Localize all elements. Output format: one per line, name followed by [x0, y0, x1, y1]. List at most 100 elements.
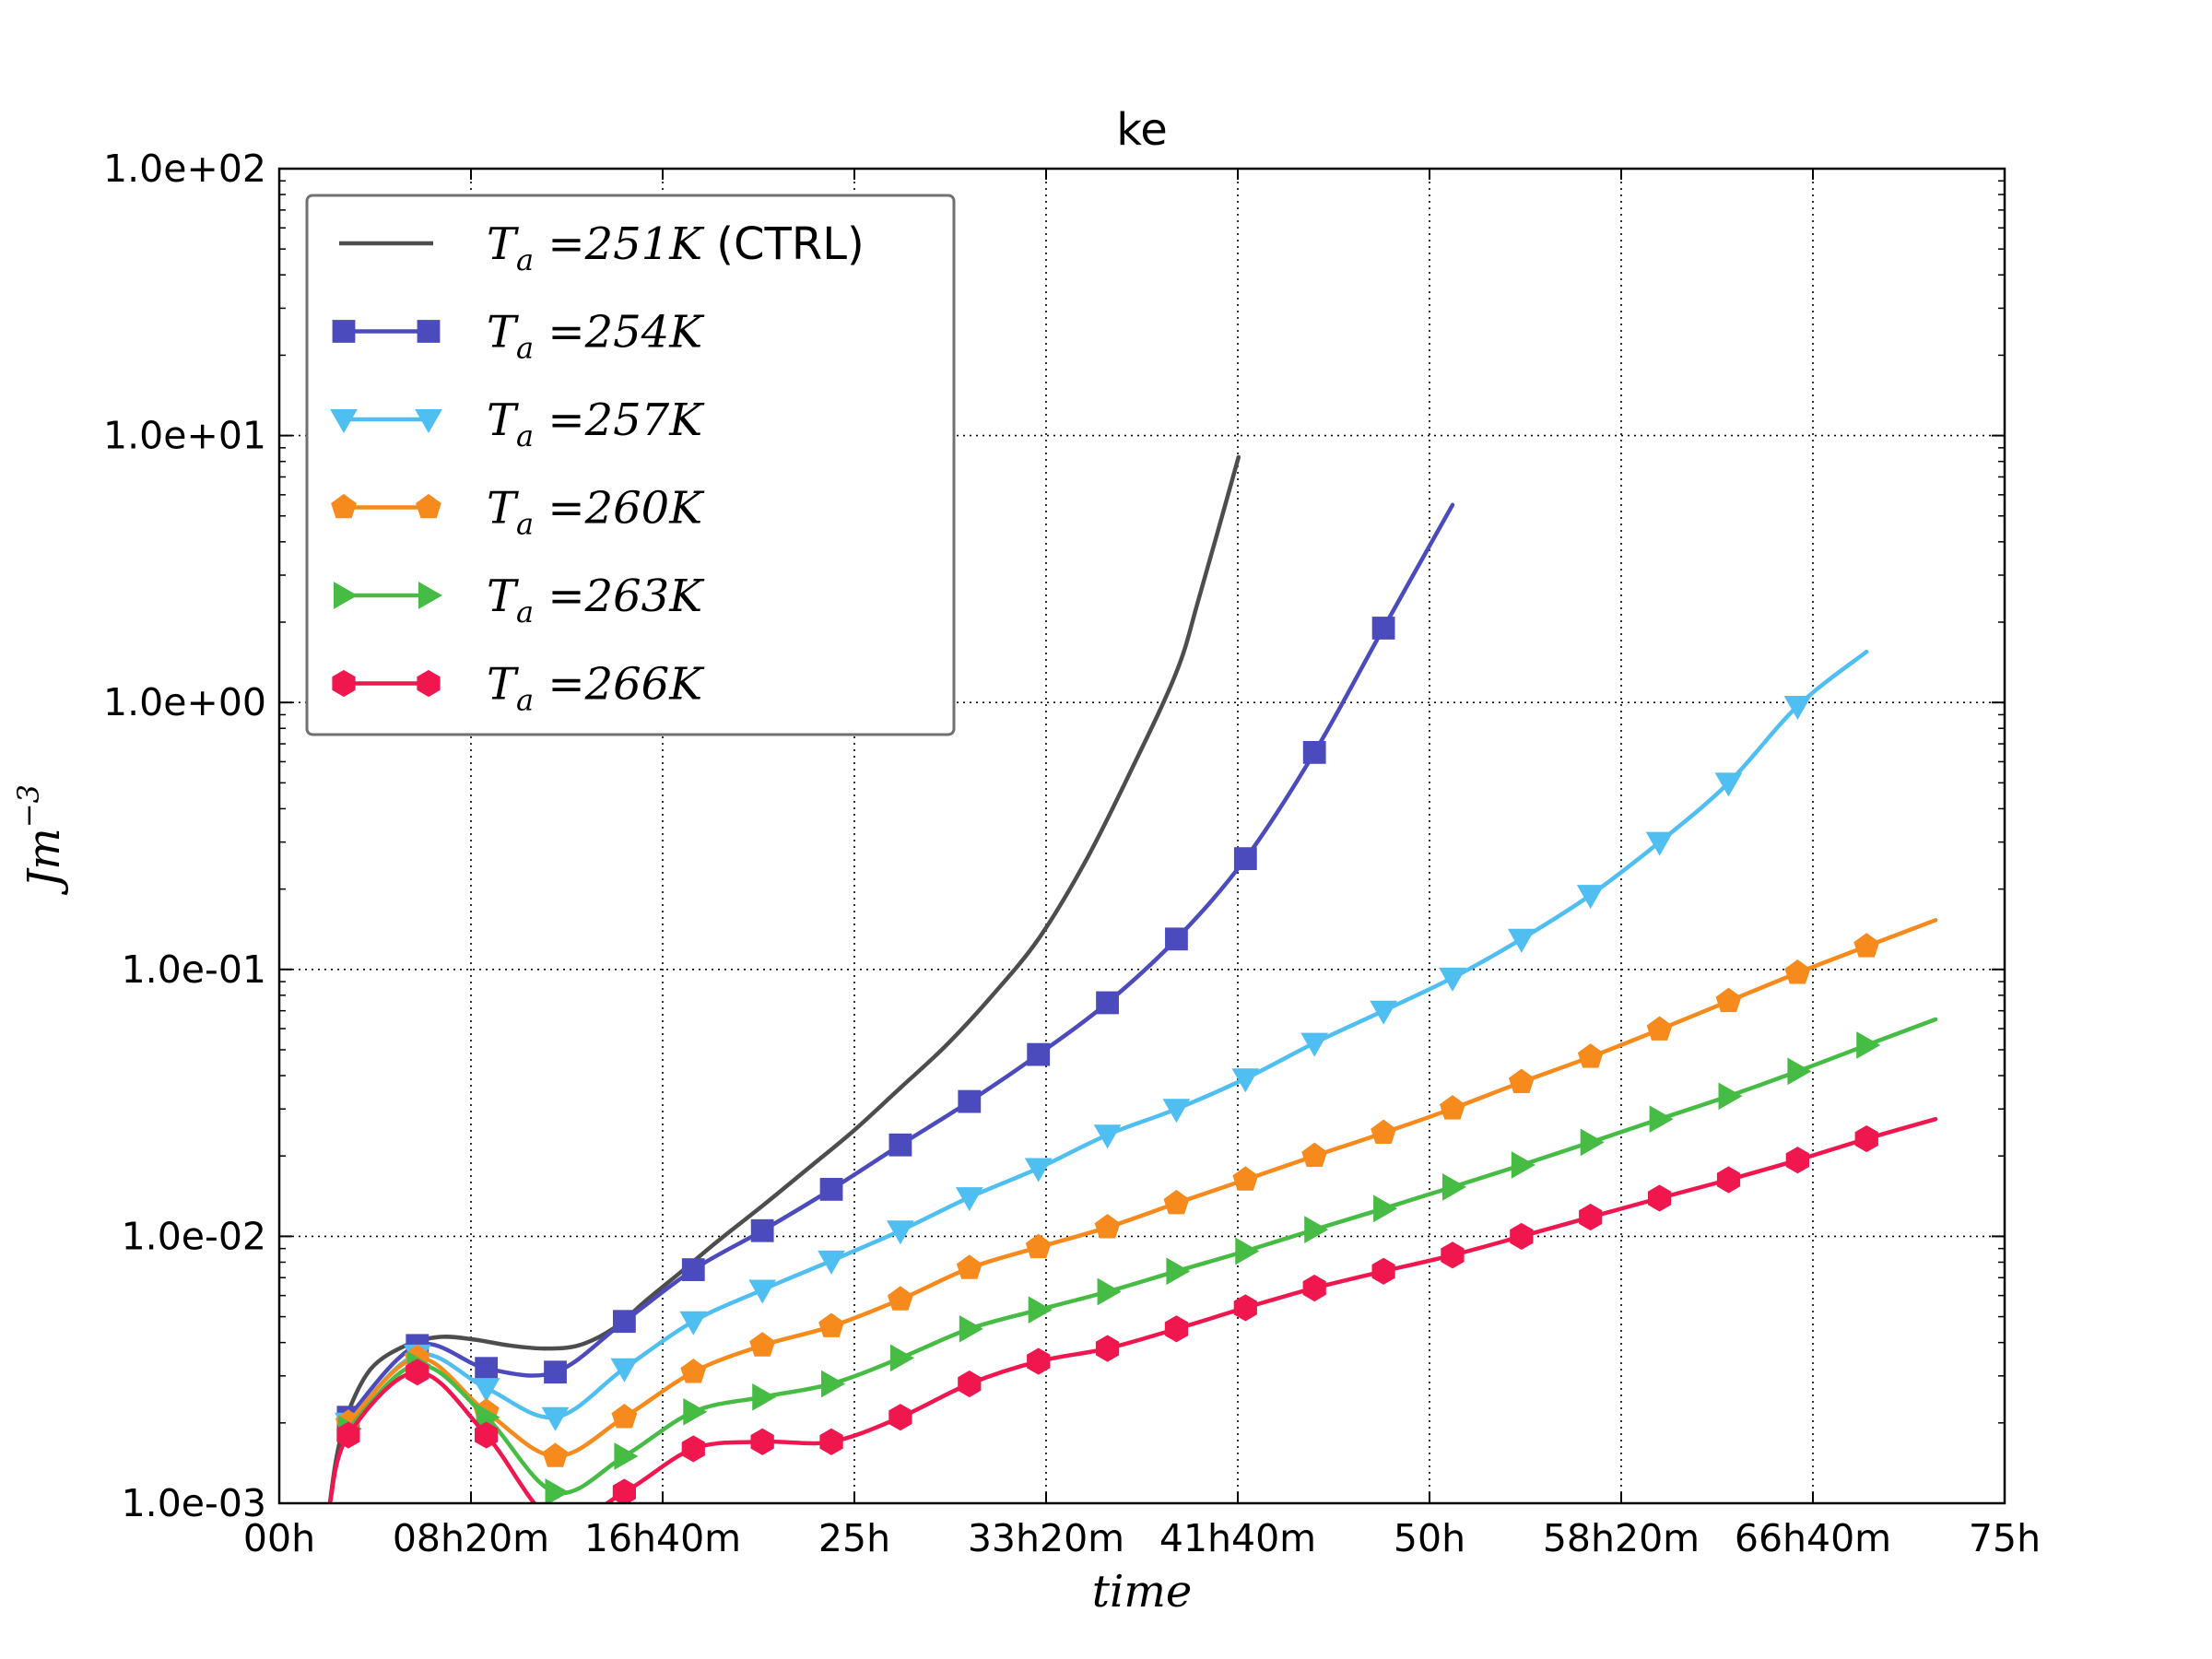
- y-tick-label: 1.0e+02: [103, 147, 266, 191]
- series-layer: [327, 454, 1938, 1503]
- x-tick-label: 66h40m: [1735, 1516, 1891, 1560]
- data-point: [1094, 1214, 1121, 1239]
- data-point: [1507, 928, 1535, 953]
- data-point: [1027, 1347, 1051, 1375]
- data-point: [544, 1360, 567, 1384]
- data-point: [542, 1442, 569, 1467]
- data-point: [1645, 831, 1674, 856]
- data-point: [750, 1428, 774, 1455]
- x-tick-label: 33h20m: [968, 1516, 1124, 1560]
- legend-label: Ta =263K: [487, 571, 705, 629]
- data-point: [955, 1187, 983, 1212]
- x-tick-label: 58h20m: [1543, 1516, 1700, 1560]
- data-point: [1028, 1296, 1053, 1324]
- legend-marker: [334, 582, 359, 609]
- data-point: [819, 1428, 843, 1455]
- legend-marker: [330, 409, 358, 434]
- legend-label: Ta =254K: [487, 307, 705, 366]
- data-point: [1097, 1277, 1122, 1306]
- legend-marker: [417, 320, 441, 343]
- data-point: [1300, 1032, 1329, 1057]
- data-point: [750, 1218, 774, 1242]
- legend-marker: [331, 493, 357, 519]
- x-tick-label: 08h20m: [393, 1516, 549, 1560]
- data-point: [614, 1442, 639, 1470]
- data-point: [1783, 696, 1812, 721]
- data-point: [752, 1382, 777, 1411]
- data-point: [1785, 1147, 1809, 1174]
- data-point: [1096, 991, 1119, 1015]
- data-point: [610, 1358, 639, 1382]
- data-point: [1718, 1082, 1743, 1111]
- data-point: [1649, 1105, 1674, 1134]
- data-point: [819, 1178, 843, 1201]
- data-point: [612, 1478, 636, 1503]
- data-point: [958, 1089, 982, 1113]
- data-point: [613, 1310, 636, 1334]
- data-point: [475, 1421, 499, 1449]
- y-axis-label-main: Jm: [18, 828, 70, 896]
- data-point: [1166, 1257, 1191, 1286]
- data-point: [679, 1311, 708, 1335]
- chart-title: ke: [1116, 104, 1168, 156]
- data-point: [1163, 1189, 1190, 1215]
- y-tick-label: 1.0e+01: [103, 414, 266, 458]
- series-5: [327, 1116, 1938, 1503]
- data-point: [681, 1435, 705, 1463]
- legend-marker: [417, 669, 441, 698]
- data-point: [1853, 933, 1880, 958]
- data-point: [887, 1220, 914, 1245]
- data-point: [818, 1312, 844, 1337]
- legend-box: [305, 194, 956, 736]
- legend-marker: [332, 669, 356, 698]
- data-point: [336, 1421, 360, 1449]
- data-point: [1302, 1274, 1326, 1302]
- data-point: [748, 1279, 777, 1304]
- data-point: [1304, 1216, 1329, 1243]
- legend-marker: [332, 320, 356, 343]
- data-point: [818, 1250, 845, 1275]
- data-point: [1373, 1194, 1398, 1223]
- x-tick-label: 50h: [1394, 1516, 1465, 1560]
- data-point: [889, 1344, 914, 1372]
- data-point: [1302, 740, 1326, 764]
- data-point: [1371, 1257, 1395, 1285]
- data-point: [680, 1359, 707, 1383]
- legend-label: Ta =260K: [487, 483, 705, 542]
- data-point: [821, 1370, 846, 1398]
- data-point: [1648, 1184, 1672, 1212]
- data-point: [1231, 1068, 1260, 1093]
- data-point: [1371, 1119, 1396, 1144]
- data-point: [1232, 1166, 1259, 1191]
- data-point: [683, 1397, 708, 1426]
- data-point: [1440, 1095, 1465, 1120]
- x-tick-label: 41h40m: [1159, 1516, 1316, 1560]
- data-point: [1854, 1125, 1878, 1153]
- legend-label: Ta =251K (CTRL): [487, 218, 865, 277]
- data-point: [1025, 1233, 1052, 1259]
- data-point: [958, 1370, 982, 1398]
- plot-frame: [277, 167, 2006, 1505]
- y-tick-label: 1.0e-03: [122, 1481, 266, 1525]
- data-point: [1233, 1294, 1257, 1322]
- legend-marker: [418, 582, 443, 609]
- data-point: [1511, 1151, 1535, 1179]
- x-tick-label: 16h40m: [584, 1516, 741, 1560]
- legend-marker: [416, 493, 441, 519]
- legend-entry: Ta =260K: [331, 483, 705, 542]
- data-point: [1716, 1166, 1741, 1194]
- data-point: [1027, 1042, 1051, 1066]
- y-tick-label: 1.0e-01: [122, 947, 266, 992]
- data-point: [888, 1286, 913, 1311]
- x-tick-label: 00h: [243, 1516, 315, 1560]
- data-point: [956, 1254, 982, 1279]
- y-tick-label: 1.0e+00: [103, 680, 266, 724]
- data-point: [1856, 1031, 1881, 1059]
- data-point: [1233, 847, 1257, 871]
- data-point: [1441, 1241, 1465, 1269]
- data-point: [1508, 1068, 1535, 1093]
- y-tick-label: 1.0e-02: [122, 1214, 266, 1258]
- data-point: [1715, 987, 1742, 1013]
- x-tick-label: 75h: [1969, 1516, 2041, 1560]
